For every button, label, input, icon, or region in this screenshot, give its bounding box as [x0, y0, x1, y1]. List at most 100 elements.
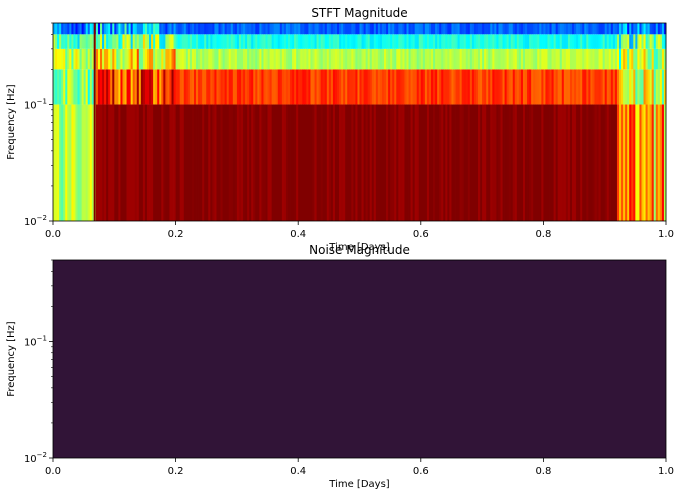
heatmap-cell: [602, 69, 606, 105]
heatmap-cell: [418, 48, 422, 70]
heatmap-cell: [271, 104, 275, 221]
heatmap-cell: [633, 69, 636, 105]
heatmap-cell: [621, 48, 624, 70]
heatmap-cell: [659, 23, 663, 35]
heatmap-cell: [569, 23, 573, 35]
heatmap-cell: [355, 69, 358, 105]
heatmap-cell: [118, 48, 121, 70]
heatmap-cell: [345, 104, 348, 221]
heatmap-cell: [345, 34, 348, 49]
heatmap-cell: [206, 104, 209, 221]
heatmap-cell: [75, 34, 78, 49]
heatmap-cell: [469, 104, 473, 221]
heatmap-cell: [588, 48, 591, 70]
heatmap-cell: [590, 69, 593, 105]
heatmap-cell: [212, 104, 215, 221]
heatmap-cell: [641, 48, 644, 70]
heatmap-cell: [204, 69, 207, 105]
heatmap-cell: [294, 23, 297, 35]
heatmap-cell: [198, 34, 201, 49]
heatmap-cell: [87, 34, 91, 49]
heatmap-cell: [161, 23, 164, 35]
heatmap-cell: [508, 34, 512, 49]
heatmap-cell: [339, 34, 342, 49]
heatmap-cell: [106, 104, 109, 221]
heatmap-cell: [216, 34, 219, 49]
heatmap-cell: [318, 34, 322, 49]
heatmap-cell: [281, 23, 285, 35]
heatmap-cell: [200, 23, 203, 35]
heatmap-cell: [400, 48, 403, 70]
heatmap-cell: [222, 48, 226, 70]
heatmap-cell: [659, 104, 663, 221]
heatmap-cell: [612, 34, 616, 49]
heatmap-cell: [243, 104, 246, 221]
heatmap-cell: [61, 23, 64, 35]
heatmap-cell: [306, 104, 309, 221]
heatmap-cell: [420, 104, 424, 221]
heatmap-cell: [259, 69, 262, 105]
heatmap-cell: [488, 23, 491, 35]
heatmap-cell: [390, 34, 393, 49]
heatmap-cell: [549, 104, 552, 221]
heatmap-cell: [120, 104, 123, 221]
heatmap-cell: [210, 23, 213, 35]
heatmap-cell: [334, 48, 338, 70]
heatmap-cell: [439, 104, 442, 221]
heatmap-cell: [257, 23, 260, 35]
heatmap-cell: [269, 69, 273, 105]
heatmap-cell: [257, 34, 260, 49]
heatmap-cell: [565, 69, 569, 105]
heatmap-cell: [238, 69, 242, 105]
heatmap-cell: [218, 23, 221, 35]
heatmap-cell: [332, 104, 336, 221]
heatmap-cell: [359, 104, 362, 221]
heatmap-cell: [292, 48, 295, 70]
heatmap-cell: [480, 104, 483, 221]
heatmap-cell: [140, 104, 144, 221]
heatmap-cell: [77, 34, 80, 49]
heatmap-cell: [259, 34, 262, 49]
heatmap-cell: [230, 48, 234, 70]
heatmap-cell: [510, 23, 514, 35]
heatmap-cell: [185, 23, 189, 35]
heatmap-cell: [208, 69, 211, 105]
heatmap-cell: [128, 34, 132, 49]
heatmap-cell: [451, 69, 454, 105]
heatmap-cell: [516, 104, 520, 221]
heatmap-cell: [377, 23, 381, 35]
heatmap-cell: [551, 69, 555, 105]
heatmap-cell: [553, 104, 557, 221]
heatmap-cell: [586, 34, 589, 49]
heatmap-cell: [614, 48, 618, 70]
heatmap-cell: [347, 48, 350, 70]
heatmap-cell: [83, 34, 87, 49]
heatmap-cell: [400, 104, 403, 221]
heatmap-cell: [394, 34, 397, 49]
heatmap-cell: [95, 69, 99, 105]
heatmap-cell: [416, 69, 420, 105]
heatmap-cell: [112, 48, 115, 70]
heatmap-cell: [588, 23, 591, 35]
heatmap-cell: [535, 34, 538, 49]
heatmap-cell: [310, 23, 313, 35]
heatmap-cell: [455, 23, 458, 35]
heatmap-cell: [545, 48, 548, 70]
heatmap-cell: [153, 23, 156, 35]
heatmap-cell: [594, 23, 597, 35]
heatmap-cell: [569, 104, 573, 221]
heatmap-cell: [641, 69, 644, 105]
heatmap-cell: [208, 34, 211, 49]
heatmap-cell: [398, 48, 401, 70]
heatmap-cell: [441, 34, 444, 49]
x-tick-label: 1.0: [658, 466, 674, 477]
heatmap-cell: [322, 69, 326, 105]
heatmap-cell: [619, 34, 622, 49]
heatmap-cell: [422, 34, 426, 49]
heatmap-cell: [122, 23, 125, 35]
heatmap-cell: [161, 48, 164, 70]
heatmap-cell: [369, 104, 373, 221]
heatmap-cell: [355, 48, 358, 70]
heatmap-cell: [535, 69, 538, 105]
heatmap-cell: [61, 34, 64, 49]
